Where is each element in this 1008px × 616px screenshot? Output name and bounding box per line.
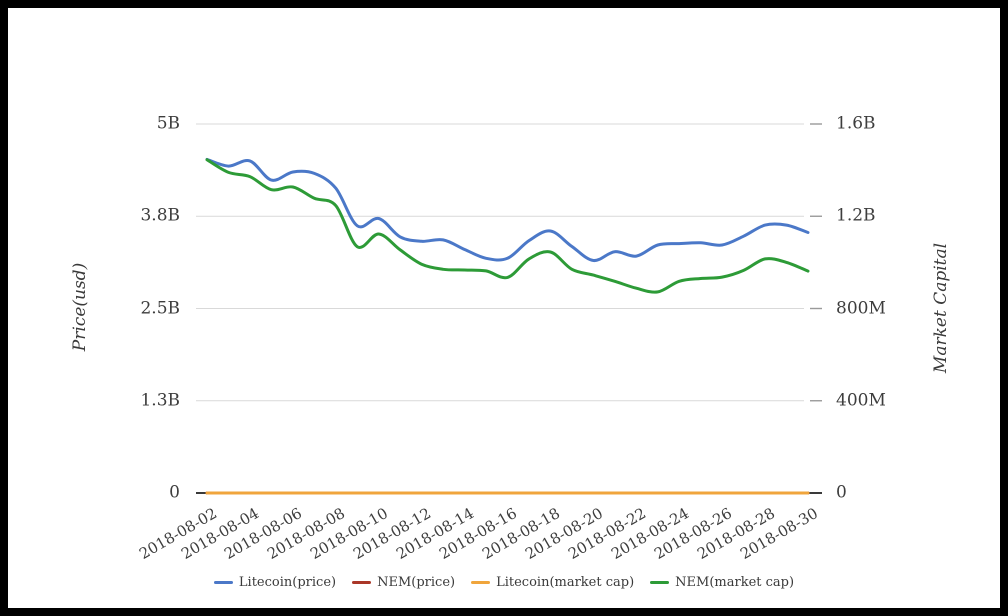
legend-label: NEM(market cap) (675, 575, 795, 590)
left-axis-tick-label: 1.3B (140, 390, 180, 411)
series-line-nem-market-cap- (205, 158, 810, 294)
right-axis-tick-label: 800M (836, 298, 886, 318)
right-axis-tick-label: 400M (836, 390, 886, 411)
left-axis-tick-label: 3.8B (140, 205, 180, 226)
legend-line-swatch (213, 581, 233, 584)
left-axis-tick-label: 5B (156, 113, 180, 134)
legend-line-swatch (650, 581, 670, 584)
legend-item-nem-market-cap-[interactable]: NEM(market cap) (650, 576, 794, 589)
legend-label: Litecoin(price) (238, 575, 337, 590)
right-axis-tick-label: 0 (836, 482, 847, 503)
right-axis-tick-label: 1.6B (836, 113, 876, 134)
legend-line-swatch (352, 581, 372, 584)
legend-item-litecoin-price-[interactable]: Litecoin(price) (213, 575, 337, 590)
legend-item-nem-price-[interactable]: NEM(price) (352, 576, 455, 589)
right-axis-title: Market Capital (931, 242, 951, 374)
left-axis-title: Price(usd) (70, 262, 90, 352)
right-axis-tick-label: 1.2B (836, 205, 876, 226)
legend-label: NEM(price) (377, 575, 456, 590)
left-axis-tick-label: 2.5B (140, 298, 180, 318)
legend-item-litecoin-market-cap-[interactable]: Litecoin(market cap) (471, 576, 634, 589)
series-line-litecoin-price- (205, 157, 810, 263)
left-axis-tick-label: 0 (169, 482, 180, 503)
chart-legend: Litecoin(price) NEM(price) Litecoin(market… (0, 576, 1008, 589)
legend-label: Litecoin(market cap) (496, 575, 635, 590)
legend-line-swatch (471, 581, 491, 584)
